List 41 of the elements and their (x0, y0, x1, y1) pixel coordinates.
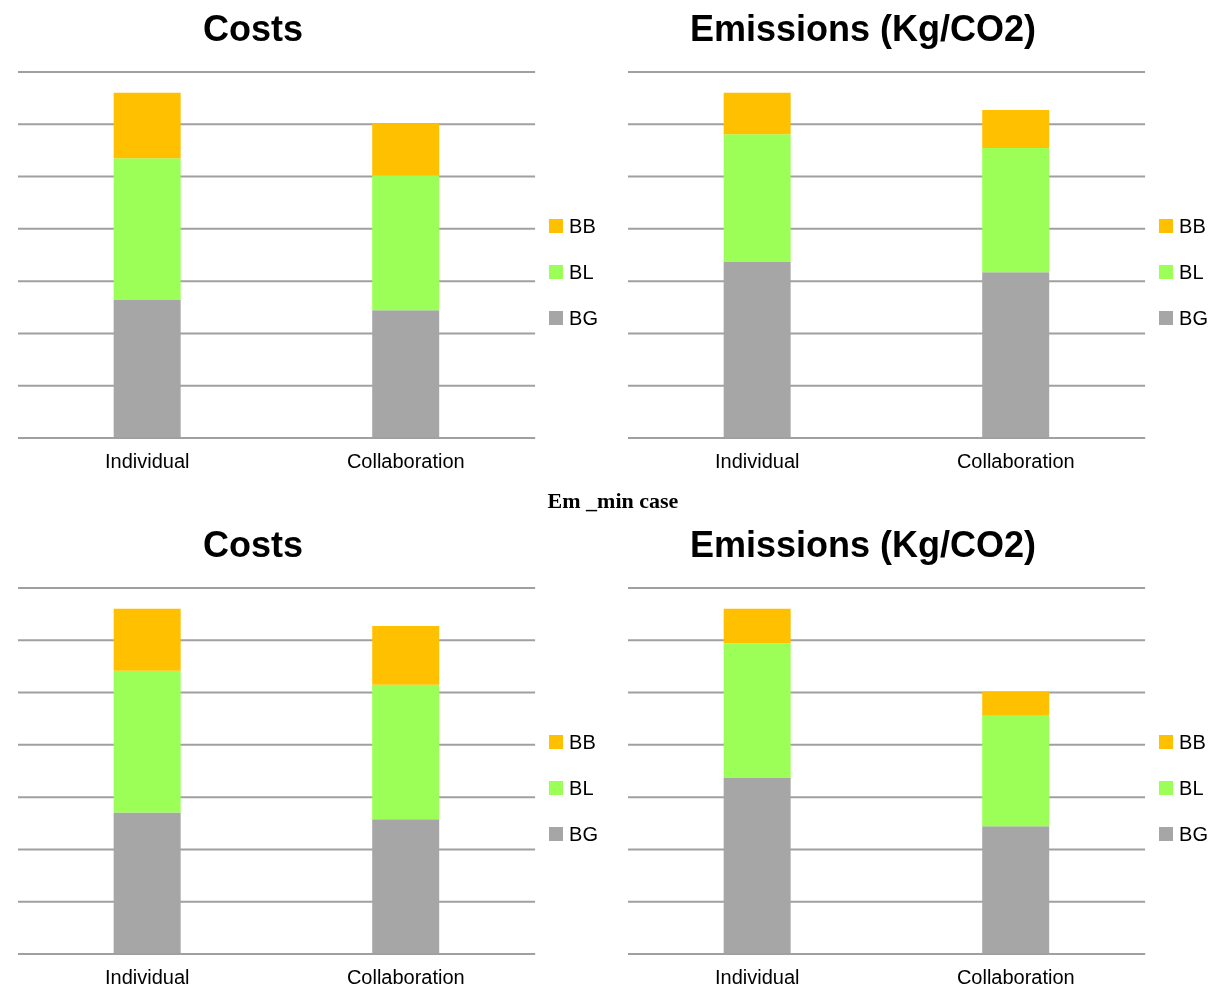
chart-title: Costs (202, 8, 304, 51)
x-tick-label: Collaboration (956, 450, 1075, 473)
legend-label: BG (569, 822, 598, 846)
bar (723, 92, 791, 135)
bar (982, 691, 1050, 716)
bar (372, 625, 440, 685)
chart-title: Emissions (Kg/CO2) (688, 524, 1038, 567)
bar (982, 109, 1050, 148)
x-tick-label: Collaboration (346, 450, 465, 473)
text: Em _min case (546, 488, 680, 514)
legend-label: BL (1179, 260, 1204, 284)
legend-label: BB (569, 730, 596, 754)
bar (113, 670, 181, 813)
bar (982, 147, 1050, 273)
bar (113, 608, 181, 671)
x-tick-label: Collaboration (346, 966, 465, 989)
bar (372, 175, 440, 311)
legend-label: BL (569, 260, 594, 284)
bar (113, 158, 181, 300)
bar (723, 134, 791, 262)
legend-label: BG (1179, 822, 1208, 846)
legend-label: BG (1179, 306, 1208, 330)
bar (982, 715, 1050, 827)
chart-title: Emissions (Kg/CO2) (688, 8, 1038, 51)
bar (372, 123, 440, 176)
bar (113, 92, 181, 159)
bar (723, 608, 791, 644)
x-tick-label: Individual (715, 966, 800, 989)
legend-label: BL (569, 776, 594, 800)
bar (723, 643, 791, 778)
bar (372, 684, 440, 820)
x-tick-label: Individual (105, 450, 190, 473)
legend-label: BG (569, 306, 598, 330)
legend-label: BB (1179, 214, 1206, 238)
legend-label: BB (1179, 730, 1206, 754)
x-tick-label: Collaboration (956, 966, 1075, 989)
legend-label: BL (1179, 776, 1204, 800)
x-tick-label: Individual (715, 450, 800, 473)
x-tick-label: Individual (105, 966, 190, 989)
chart-title: Costs (202, 524, 304, 567)
legend-label: BB (569, 214, 596, 238)
